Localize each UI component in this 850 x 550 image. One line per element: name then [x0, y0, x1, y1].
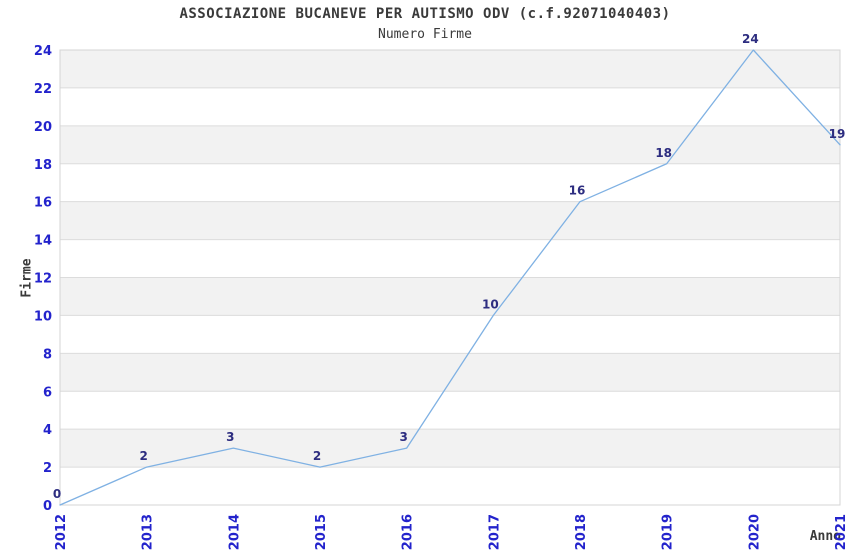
svg-text:22: 22	[34, 82, 52, 97]
svg-text:0: 0	[53, 487, 61, 501]
svg-text:2: 2	[139, 449, 147, 463]
chart-subtitle: Numero Firme	[378, 27, 472, 42]
svg-text:10: 10	[34, 309, 52, 324]
svg-text:16: 16	[34, 196, 52, 211]
svg-text:2018: 2018	[574, 514, 589, 550]
svg-text:2015: 2015	[314, 514, 329, 550]
svg-text:12: 12	[34, 272, 52, 287]
svg-text:18: 18	[655, 146, 672, 160]
svg-text:2017: 2017	[487, 514, 502, 550]
svg-text:2014: 2014	[227, 514, 242, 550]
plot-border	[59, 49, 841, 506]
svg-text:6: 6	[43, 385, 52, 400]
svg-text:0: 0	[43, 499, 52, 514]
svg-text:24: 24	[34, 44, 52, 59]
chart-title: ASSOCIAZIONE BUCANEVE PER AUTISMO ODV (c…	[179, 6, 671, 22]
svg-text:3: 3	[226, 430, 234, 444]
svg-text:8: 8	[43, 347, 52, 362]
x-axis-title: Anno	[809, 529, 841, 544]
svg-text:2020: 2020	[747, 514, 762, 550]
svg-text:2: 2	[43, 461, 52, 476]
data-point-labels: 0 2 3 2 3 10 16 18 24 19	[53, 32, 846, 501]
svg-text:4: 4	[43, 423, 52, 438]
data-line	[59, 49, 841, 506]
svg-text:2012: 2012	[54, 514, 69, 550]
svg-text:2016: 2016	[401, 514, 416, 550]
svg-text:19: 19	[829, 127, 846, 141]
svg-text:20: 20	[34, 120, 52, 135]
svg-text:2019: 2019	[661, 514, 676, 550]
x-tick-labels: 2012 2013 2014 2015 2016 2017 2018 2019 2020 2021	[54, 514, 849, 550]
svg-text:2021: 2021	[834, 514, 849, 550]
svg-text:24: 24	[742, 32, 759, 46]
svg-text:16: 16	[569, 184, 586, 198]
svg-text:2013: 2013	[141, 514, 156, 550]
svg-text:2: 2	[313, 449, 321, 463]
svg-text:18: 18	[34, 158, 52, 173]
svg-text:3: 3	[399, 430, 407, 444]
svg-text:14: 14	[34, 234, 52, 249]
svg-text:10: 10	[482, 297, 499, 311]
plot-bands	[60, 50, 840, 468]
